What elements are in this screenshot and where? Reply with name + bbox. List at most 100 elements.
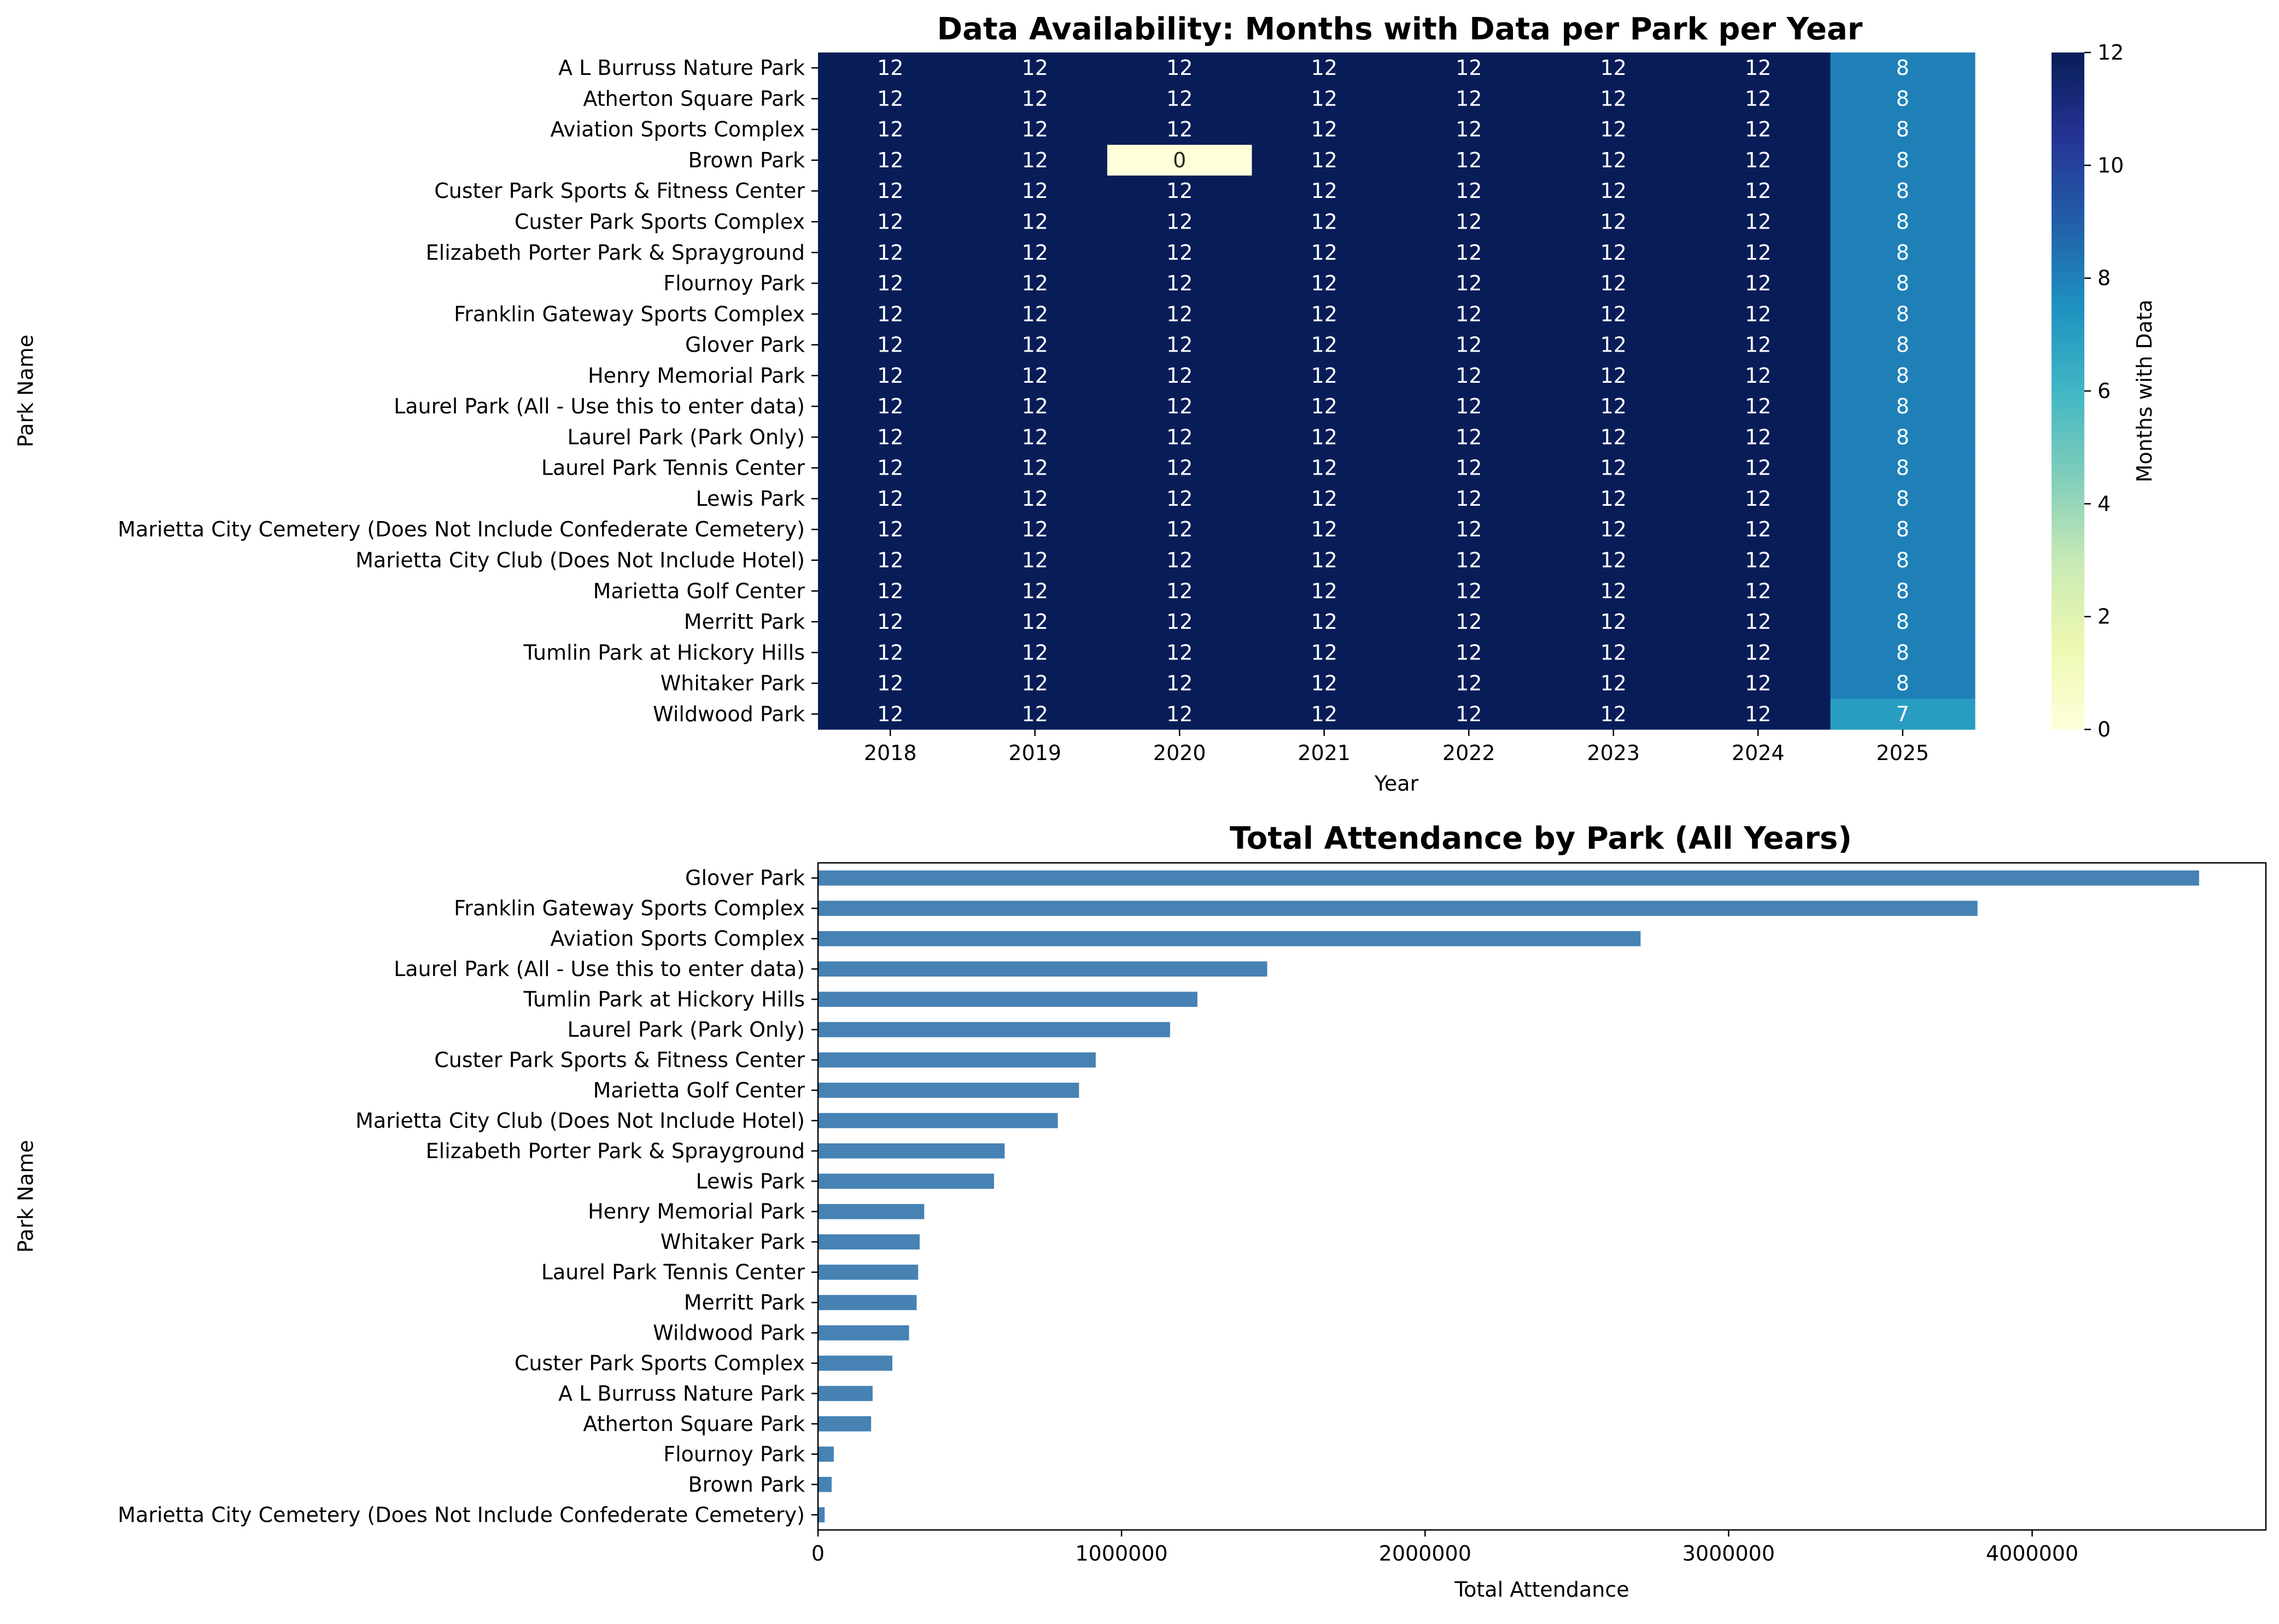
heatmap-cell-value: 8: [1896, 671, 1909, 696]
heatmap-cell: [818, 483, 963, 515]
heatmap-cell-value: 12: [1745, 302, 1771, 326]
heatmap-cell: [1107, 52, 1252, 84]
heatmap-cell: [1686, 575, 1831, 607]
heatmap-cell: [1686, 668, 1831, 699]
heatmap-cell-value: 12: [1456, 364, 1482, 388]
heatmap-cell: [1107, 483, 1252, 515]
heatmap-cell-value: 12: [1600, 456, 1627, 480]
heatmap-cell-value: 12: [1022, 210, 1048, 234]
heatmap-cell: [1252, 545, 1397, 576]
heatmap-cell-value: 12: [1022, 640, 1048, 664]
heatmap-cell: [1541, 391, 1686, 422]
bar-y-tick-label: Franklin Gateway Sports Complex: [454, 896, 805, 920]
heatmap-cell-value: 12: [1745, 333, 1771, 357]
heatmap-cell-value: 12: [1600, 702, 1627, 726]
heatmap-cell-value: 8: [1896, 118, 1909, 142]
heatmap-x-tick-label: 2022: [1442, 741, 1495, 765]
bar-y-tick-label: Flournoy Park: [663, 1442, 805, 1466]
heatmap-cell-value: 12: [1311, 487, 1337, 511]
heatmap-cell: [1830, 452, 1976, 484]
heatmap-cell: [1252, 575, 1397, 607]
heatmap-y-tick-label: Wildwood Park: [653, 702, 805, 726]
heatmap-cell: [1396, 83, 1541, 115]
heatmap-cell: [1686, 606, 1831, 638]
heatmap-x-tick-label: 2019: [1008, 741, 1061, 765]
heatmap-y-tick-label: Whitaker Park: [661, 671, 805, 696]
heatmap-cell: [818, 514, 963, 545]
heatmap-cell: [962, 176, 1108, 207]
heatmap-cell-value: 7: [1896, 702, 1909, 726]
heatmap-cell-value: 12: [877, 364, 903, 388]
heatmap-cell: [1830, 698, 1976, 730]
heatmap-cell: [818, 698, 963, 730]
heatmap-cell: [1107, 422, 1252, 453]
heatmap-cell: [1107, 545, 1252, 576]
colorbar-tick-label: 0: [2097, 717, 2111, 741]
bar: [818, 1113, 1058, 1129]
heatmap-cell: [1252, 114, 1397, 145]
heatmap-cell-value: 12: [1745, 579, 1771, 603]
heatmap-cell: [1107, 144, 1252, 176]
colorbar-tick-label: 4: [2097, 492, 2111, 516]
heatmap-cell: [1396, 144, 1541, 176]
bar: [818, 1325, 909, 1341]
heatmap-cell-value: 12: [1166, 364, 1193, 388]
heatmap-cell-value: 12: [1456, 425, 1482, 449]
heatmap-cell-value: 12: [1456, 148, 1482, 172]
heatmap-cell: [1252, 299, 1397, 330]
heatmap-title: Data Availability: Months with Data per …: [937, 11, 1863, 47]
bar-y-tick-label: Glover Park: [685, 866, 805, 890]
heatmap-cell-value: 12: [1022, 56, 1048, 80]
heatmap-cell: [1396, 545, 1541, 576]
heatmap-cell: [1396, 299, 1541, 330]
heatmap-cell-value: 12: [1166, 671, 1193, 696]
heatmap-cell-value: 12: [1166, 456, 1193, 480]
heatmap-cell-value: 8: [1896, 425, 1909, 449]
heatmap-x-tick-label: 2021: [1298, 741, 1351, 765]
heatmap-cell-value: 12: [1022, 517, 1048, 541]
heatmap-cell: [1396, 52, 1541, 84]
heatmap-cell-value: 12: [1311, 148, 1337, 172]
heatmap-x-axis-label: Year: [1374, 772, 1419, 796]
heatmap-cell: [962, 514, 1108, 545]
heatmap-cell: [818, 299, 963, 330]
heatmap-cell: [1252, 360, 1397, 392]
heatmap-cell: [962, 52, 1108, 84]
heatmap-cell-value: 12: [1456, 610, 1482, 634]
heatmap-cell: [818, 52, 963, 84]
heatmap-cell-value: 12: [1166, 271, 1193, 295]
heatmap-cell: [1396, 606, 1541, 638]
heatmap-cell: [1541, 83, 1686, 115]
heatmap-cell-value: 12: [1456, 56, 1482, 80]
heatmap-cell: [1107, 329, 1252, 361]
heatmap-cell-value: 8: [1896, 394, 1909, 418]
heatmap-y-tick-labels: A L Burruss Nature Park Atherton Square P…: [118, 56, 818, 726]
bar-x-tick-label: 4000000: [1986, 1541, 2078, 1565]
heatmap-cell-value: 12: [1311, 640, 1337, 664]
bar-y-tick-label: Laurel Park Tennis Center: [541, 1260, 805, 1284]
heatmap-cell-value: 12: [877, 456, 903, 480]
heatmap-cell-value: 12: [1022, 456, 1048, 480]
heatmap-cell-value: 0: [1173, 148, 1186, 172]
heatmap-cell: [1396, 237, 1541, 268]
heatmap-cell: [818, 114, 963, 145]
heatmap-cell: [1830, 575, 1976, 607]
heatmap-cell-value: 12: [1166, 487, 1193, 511]
bar-y-tick-label: Marietta City Club (Does Not Include Hot…: [355, 1108, 805, 1132]
bar-chart-frame: [817, 862, 2267, 1531]
heatmap-cell-value: 12: [1311, 179, 1337, 203]
heatmap-cell-value: 8: [1896, 487, 1909, 511]
heatmap-cell: [1830, 545, 1976, 576]
heatmap-x-tick-labels: 2018 2019 2020 2021 2022 2023 2024 2025: [864, 729, 1929, 765]
heatmap-cell: [962, 360, 1108, 392]
heatmap-cell-value: 12: [1166, 548, 1193, 573]
heatmap-cell: [1252, 237, 1397, 268]
heatmap-y-tick-label: Laurel Park (All - Use this to enter dat…: [394, 394, 805, 418]
heatmap-cell: [1686, 114, 1831, 145]
bar: [818, 931, 1641, 947]
bar: [818, 1173, 994, 1189]
heatmap-cell: [1107, 299, 1252, 330]
heatmap-cell: [1541, 452, 1686, 484]
heatmap-cell-value: 12: [1166, 86, 1193, 110]
